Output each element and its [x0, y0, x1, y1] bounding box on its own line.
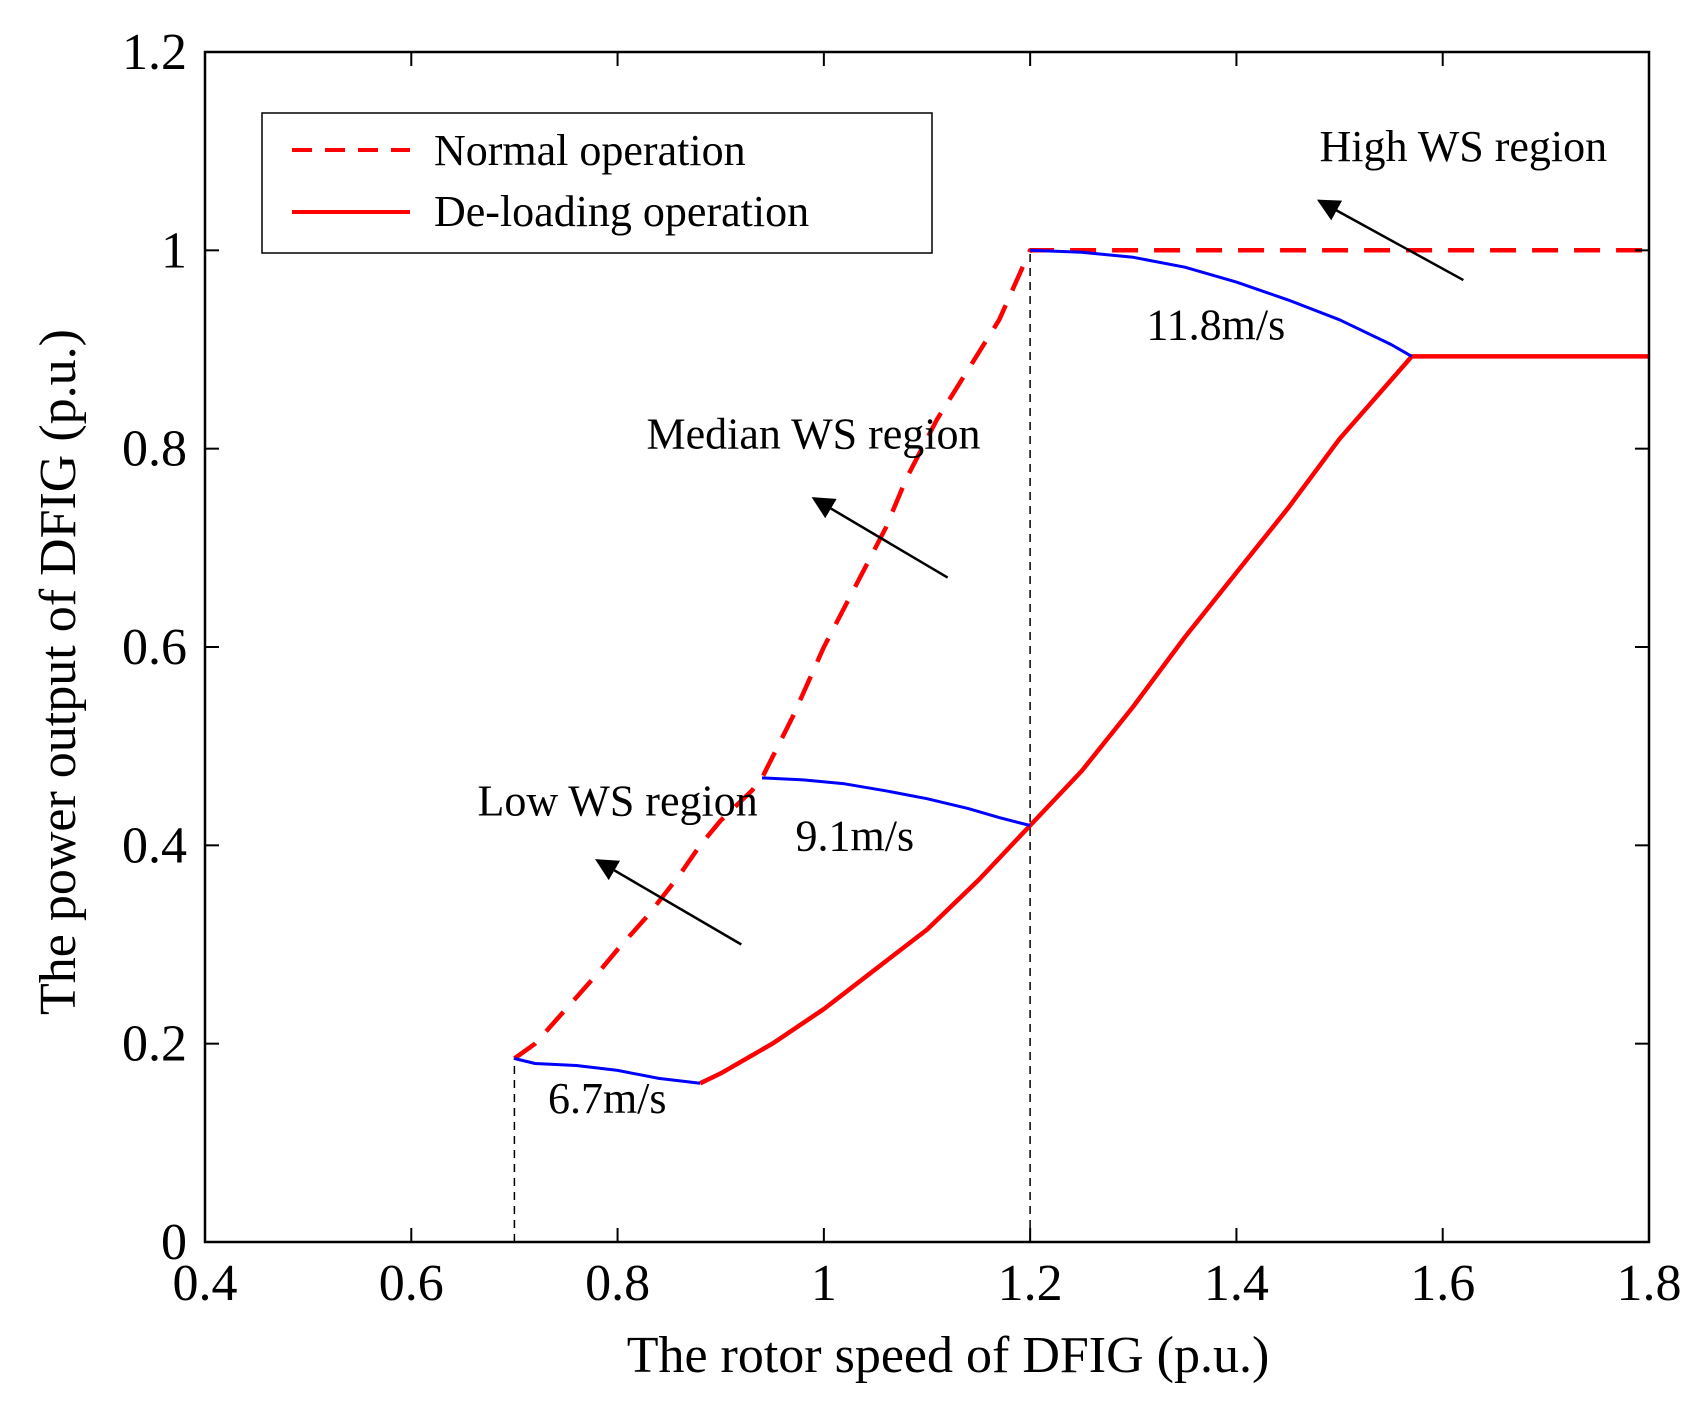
x-tick-label: 0.6	[379, 1255, 444, 1312]
x-tick-label: 1.4	[1204, 1255, 1269, 1312]
y-axis-title: The power output of DFIG (p.u.)	[30, 329, 87, 1015]
series-9.1m-s	[761, 776, 1031, 827]
x-tick-label: 1.8	[1617, 1255, 1682, 1312]
y-tick-label: 0.8	[122, 421, 187, 478]
y-tick-label: 0.2	[122, 1016, 187, 1073]
plot-frame	[203, 50, 1651, 1244]
x-tick-label: 1.6	[1410, 1255, 1475, 1312]
legend-label-deloading: De-loading operation	[434, 187, 809, 236]
annotation-11.8m-s: 11.8m/s	[1146, 301, 1285, 350]
legend-box	[261, 112, 933, 254]
annotations: High WS region Median WS region Low WS reg…	[477, 122, 1607, 1123]
x-tick-label: 0.4	[173, 1255, 238, 1312]
annotation-low-ws-region: Low WS region	[477, 777, 757, 826]
y-tick-label: 0.6	[122, 619, 187, 676]
x-axis-title: The rotor speed of DFIG (p.u.)	[627, 1327, 1270, 1384]
y-tick-label: 1	[161, 222, 187, 279]
annotation-9.1m-s: 9.1m/s	[796, 811, 915, 860]
annotation-high-ws-region: High WS region	[1320, 122, 1608, 171]
y-tick-label: 1.2	[122, 24, 187, 81]
series-11.8m-s	[1030, 248, 1413, 358]
annotation-6.7m-s: 6.7m/s	[548, 1074, 667, 1123]
legend-label-normal: Normal operation	[434, 126, 746, 175]
y-tick-label: 0.4	[122, 817, 187, 874]
x-tick-label: 0.8	[585, 1255, 650, 1312]
arrow-high-ws-region	[1316, 199, 1464, 282]
arrow-median-ws-region	[811, 497, 949, 579]
arrow-low-ws-region	[594, 859, 742, 946]
series-6.7m-s	[514, 1057, 701, 1085]
axis-ticks: 0.4 0.6 0.8 1 1.2 1.4 1.6 1.8 0 0.2 0.4 0.6 0.8 1 1.2	[122, 24, 1682, 1312]
series-lines	[513, 248, 1649, 1086]
y-tick-label: 0	[161, 1214, 187, 1271]
annotation-median-ws-region: Median WS region	[647, 410, 981, 459]
series-de-loading-operation	[699, 354, 1649, 1086]
series-normal-operation	[513, 248, 1649, 1061]
x-tick-label: 1.2	[998, 1255, 1063, 1312]
x-tick-label: 1	[811, 1255, 837, 1312]
legend: Normal operation De-loading operation	[261, 112, 933, 254]
guide-lines	[513, 250, 1031, 1242]
